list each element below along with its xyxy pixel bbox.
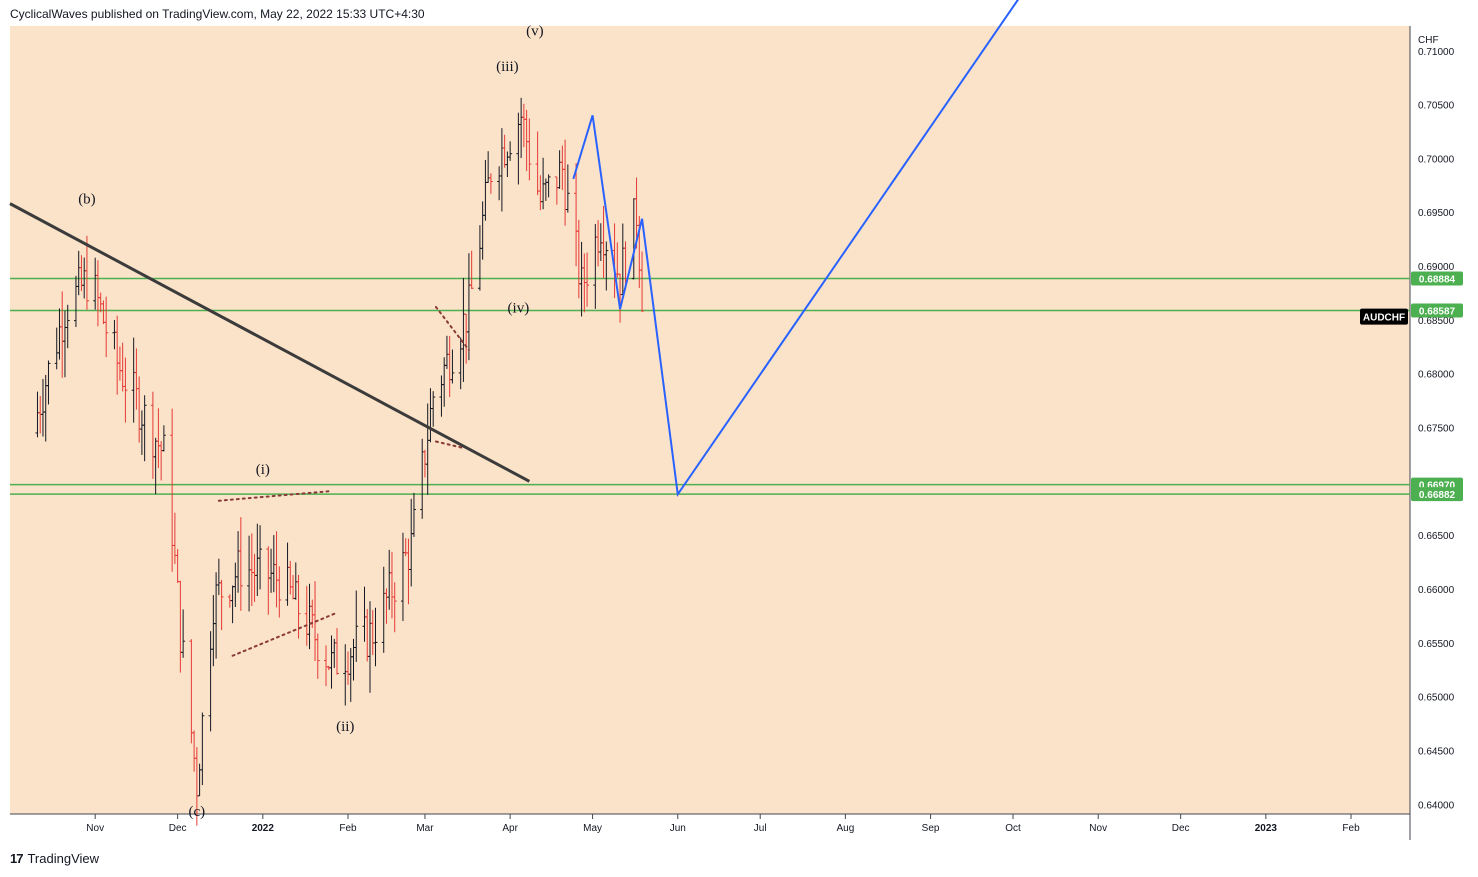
price-tick-label: 0.64000 bbox=[1418, 800, 1455, 811]
time-axis-ticks: Nov Dec 2022 Feb Mar Apr May Jun Jul Aug Sep Oct Nov… bbox=[86, 814, 1360, 834]
level-price-badge-label: 0.68587 bbox=[1419, 307, 1456, 318]
time-tick-label: Apr bbox=[502, 823, 518, 834]
time-tick-label: Feb bbox=[1342, 823, 1360, 834]
wave-label: (i) bbox=[256, 462, 270, 478]
price-tick-label: 0.71000 bbox=[1418, 47, 1455, 58]
wave-label: (ii) bbox=[336, 719, 354, 735]
price-axis-currency: CHF bbox=[1418, 35, 1439, 46]
dotted-pattern-line bbox=[231, 611, 339, 657]
trendline[interactable] bbox=[9, 202, 531, 483]
tradingview-wordmark: TradingView bbox=[27, 851, 100, 866]
time-tick-label: Aug bbox=[836, 823, 854, 834]
level-price-badge-label: 0.68884 bbox=[1419, 275, 1456, 286]
horizontal-levels[interactable] bbox=[10, 277, 1410, 495]
time-tick-label: Nov bbox=[1089, 823, 1107, 834]
time-tick-label: May bbox=[583, 823, 602, 834]
wave-label: (b) bbox=[78, 192, 96, 208]
symbol-badge bbox=[1360, 308, 1408, 325]
price-tick-label: 0.69500 bbox=[1418, 208, 1455, 219]
dotted-pattern-lines bbox=[217, 305, 470, 657]
level-price-badge bbox=[1411, 487, 1463, 502]
time-tick-label: Nov bbox=[86, 823, 104, 834]
wave-labels: (b) (c) (i) (ii) (iii) (iv) (v) bbox=[78, 24, 543, 820]
time-tick-label: Feb bbox=[339, 823, 357, 834]
price-tick-label: 0.67500 bbox=[1418, 424, 1455, 435]
wave-label: (v) bbox=[526, 24, 544, 40]
wave-label: (iv) bbox=[508, 300, 530, 316]
time-tick-label: Dec bbox=[1172, 823, 1190, 834]
price-tick-label: 0.69000 bbox=[1418, 262, 1455, 273]
level-price-badge-label: 0.66882 bbox=[1419, 490, 1456, 501]
chart-attribution: CyclicalWaves published on TradingView.c… bbox=[10, 7, 425, 21]
time-tick-label: Oct bbox=[1005, 823, 1021, 834]
price-tick-label: 0.65000 bbox=[1418, 693, 1455, 704]
tradingview-brand[interactable]: 17 TradingView bbox=[10, 851, 99, 866]
dotted-pattern-line bbox=[217, 490, 333, 502]
price-tick-label: 0.66000 bbox=[1418, 585, 1455, 596]
price-tick-label: 0.70500 bbox=[1418, 101, 1455, 112]
tradingview-logo-icon: 17 bbox=[10, 851, 24, 866]
time-tick-label: Dec bbox=[169, 823, 187, 834]
price-tick-label: 0.64500 bbox=[1418, 746, 1455, 757]
symbol-badge-label: AUDCHF bbox=[1363, 313, 1405, 324]
price-tick-label: 0.68500 bbox=[1418, 316, 1455, 327]
wave-label: (iii) bbox=[496, 59, 519, 75]
time-tick-label: Jul bbox=[754, 823, 767, 834]
time-tick-label: 2023 bbox=[1255, 823, 1278, 834]
descending-trendline bbox=[9, 202, 531, 483]
price-tick-label: 0.65500 bbox=[1418, 639, 1455, 650]
forecast-polyline bbox=[572, 0, 1019, 497]
time-tick-label: Sep bbox=[922, 823, 940, 834]
time-tick-label: 2022 bbox=[252, 823, 275, 834]
plot-background bbox=[10, 26, 1410, 814]
time-tick-label: Mar bbox=[416, 823, 434, 834]
price-tick-label: 0.70000 bbox=[1418, 154, 1455, 165]
wave-label: (c) bbox=[189, 804, 206, 820]
time-tick-label: Jun bbox=[670, 823, 686, 834]
price-tick-label: 0.66500 bbox=[1418, 531, 1455, 542]
level-price-badge-label: 0.66970 bbox=[1419, 481, 1456, 492]
level-price-badge bbox=[1411, 303, 1463, 318]
price-tick-label: 0.68000 bbox=[1418, 370, 1455, 381]
ohlc-bars bbox=[35, 97, 645, 826]
forecast-path[interactable] bbox=[572, 0, 1029, 497]
level-price-badge bbox=[1411, 271, 1463, 286]
dotted-pattern-line bbox=[434, 440, 465, 449]
price-axis-ticks: 0.71000 0.70500 0.70000 0.69500 0.69000 0.685… bbox=[1418, 47, 1455, 812]
